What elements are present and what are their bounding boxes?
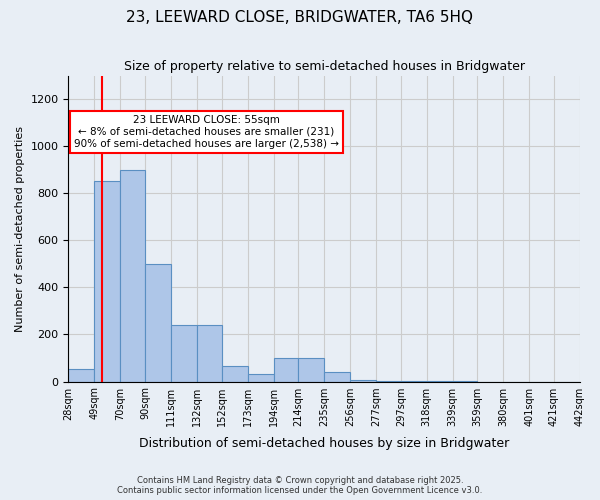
Bar	[324, 372, 350, 382]
Text: 23, LEEWARD CLOSE, BRIDGWATER, TA6 5HQ: 23, LEEWARD CLOSE, BRIDGWATER, TA6 5HQ	[127, 10, 473, 25]
Bar	[274, 358, 298, 382]
Text: Contains HM Land Registry data © Crown copyright and database right 2025.
Contai: Contains HM Land Registry data © Crown c…	[118, 476, 482, 495]
Text: 23 LEEWARD CLOSE: 55sqm
← 8% of semi-detached houses are smaller (231)
90% of se: 23 LEEWARD CLOSE: 55sqm ← 8% of semi-det…	[74, 116, 339, 148]
Bar	[171, 325, 197, 382]
Bar	[350, 380, 376, 382]
Bar	[145, 264, 171, 382]
Bar	[68, 368, 94, 382]
X-axis label: Distribution of semi-detached houses by size in Bridgwater: Distribution of semi-detached houses by …	[139, 437, 509, 450]
Bar	[376, 381, 401, 382]
Bar	[94, 182, 121, 382]
Y-axis label: Number of semi-detached properties: Number of semi-detached properties	[15, 126, 25, 332]
Title: Size of property relative to semi-detached houses in Bridgwater: Size of property relative to semi-detach…	[124, 60, 525, 73]
Bar	[197, 325, 221, 382]
Bar	[221, 366, 248, 382]
Bar	[298, 358, 324, 382]
Bar	[121, 170, 145, 382]
Bar	[248, 374, 274, 382]
